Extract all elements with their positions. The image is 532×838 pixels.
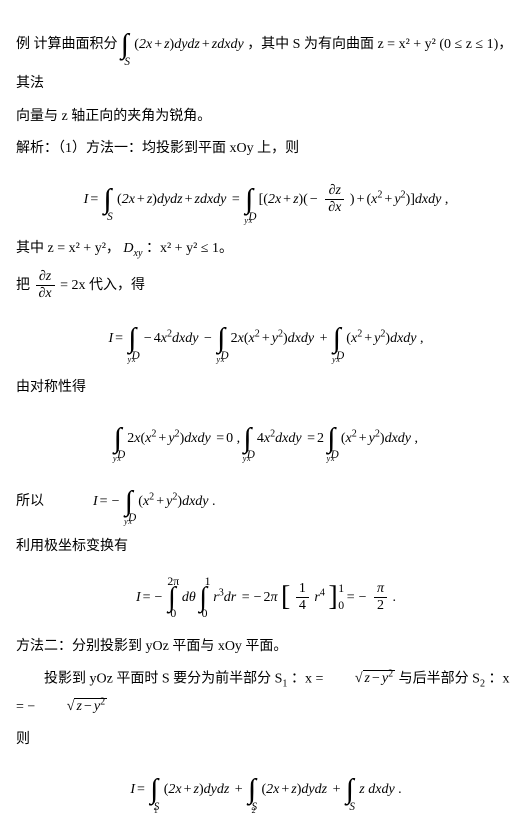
method2-intro: 方法二：分别投影到 yOz 平面与 xOy 平面。 [16, 634, 516, 661]
equation-symmetry: ∫∫Dxy 2x(x2+y2)dxdy =0 , ∫∫Dxy 4x2dxdy =… [16, 412, 516, 465]
text: 投影到 yOz 平面时 S 要分为前半部分 S [44, 672, 282, 687]
math-Dxy: Dxy [123, 241, 142, 256]
math-partial: ∂z∂x [34, 278, 61, 293]
problem-line-1: 例 计算曲面积分 ∫∫S (2x+z)dydz+zdxdy ，其中 S 为有向曲… [16, 18, 516, 98]
sqrt-2: √z−y2 [39, 694, 107, 721]
text: 例 计算曲面积分 [16, 37, 118, 52]
text: 把 [16, 278, 30, 293]
text: 所以 [16, 494, 44, 509]
then-line: 则 [16, 727, 516, 754]
problem-line-2: 向量与 z 轴正向的夹角为锐角。 [16, 104, 516, 131]
domain-note: 其中 z = x² + y²， Dxy ：x² + y² ≤ 1。 [16, 236, 516, 263]
text: 方法二：分别投影到 yOz 平面与 xOy 平面。 [16, 639, 287, 654]
text: 由对称性得 [16, 380, 86, 395]
text: 其中 z = x² + y²， [16, 241, 120, 256]
text: 与后半部分 S [399, 672, 480, 687]
text: = 2x 代入，得 [60, 278, 145, 293]
therefore-line: 所以 I=− ∫∫Dxy (x2+y2)dxdy . [16, 475, 516, 528]
text: 向量与 z 轴正向的夹角为锐角。 [16, 109, 211, 124]
substitute-line: 把 ∂z∂x = 2x 代入，得 [16, 269, 516, 302]
text: 则 [16, 732, 30, 747]
sqrt-1: √z−y2 [327, 666, 395, 693]
text: 解析：（1）方法一：均投影到平面 xOy 上，则 [16, 141, 299, 156]
math-integral-original: ∫∫S (2x+z)dydz+zdxdy [121, 37, 247, 52]
text: 利用极坐标变换有 [16, 539, 128, 554]
equation-split: I= ∫∫S1 (2x+z)dydz + ∫∫S2 (2x+z)dydz + ∫… [16, 763, 516, 816]
equation-projection: I= ∫∫S (2x+z)dydz+zdxdy = ∫∫Dxy [(2x+z)(… [16, 173, 516, 226]
symmetry-note: 由对称性得 [16, 375, 516, 402]
text: ：x = [291, 672, 327, 687]
equation-result1: I=− ∫∫Dxy (x2+y2)dxdy . [93, 494, 216, 509]
equation-polar: I=− ∫02π dθ ∫01 r3dr =−2π [ 14 r4 ]10 =−… [16, 571, 516, 624]
text: ：x² + y² ≤ 1。 [146, 241, 233, 256]
equation-expanded: I= ∫∫Dxy −4x2dxdy − ∫∫Dxy 2x(x2+y2)dxdy … [16, 312, 516, 365]
method1-intro: 解析：（1）方法一：均投影到平面 xOy 上，则 [16, 136, 516, 163]
polar-note: 利用极坐标变换有 [16, 534, 516, 561]
split-line: 投影到 yOz 平面时 S 要分为前半部分 S1 ：x = √z−y2 与后半部… [16, 666, 516, 720]
